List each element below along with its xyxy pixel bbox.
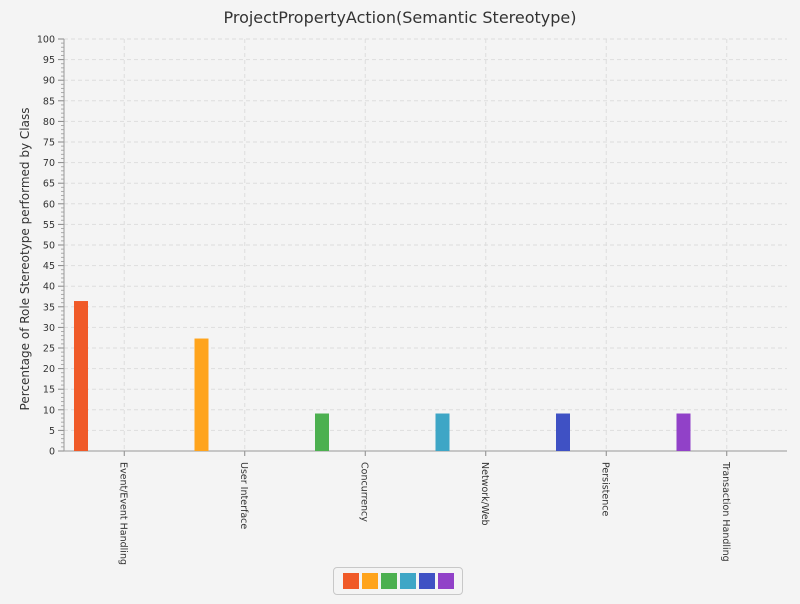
bar xyxy=(194,338,209,451)
y-tick-label: 25 xyxy=(43,344,55,355)
x-tick-label: Event/Event Handling xyxy=(117,462,128,565)
x-tick-labels: Event/Event Handling User Interface Concur… xyxy=(117,461,731,565)
legend-swatch xyxy=(418,573,435,589)
y-tick-label: 95 xyxy=(43,55,55,66)
bar xyxy=(676,413,691,451)
legend-swatch xyxy=(361,573,378,589)
y-tick-label: 15 xyxy=(43,385,55,396)
y-tick-label: 0 xyxy=(49,447,55,458)
y-tick-label: 5 xyxy=(49,426,55,437)
y-tick-label: 55 xyxy=(43,220,55,231)
x-tick-label: Concurrency xyxy=(358,462,369,522)
y-tick-label: 80 xyxy=(43,117,55,128)
y-tick-label: 60 xyxy=(43,199,55,210)
legend-swatch xyxy=(437,573,454,589)
y-tick-label: 20 xyxy=(43,364,55,375)
gridlines xyxy=(64,38,787,451)
chart-title: ProjectPropertyAction(Semantic Stereotyp… xyxy=(223,8,576,27)
bars xyxy=(74,301,691,451)
legend-swatch xyxy=(342,573,359,589)
axes: 0 5 10 15 20 25 30 35 40 45 50 55 60 65 70 75 80 85 90 95 10… xyxy=(37,35,787,458)
y-tick-label: 50 xyxy=(43,241,55,252)
x-tick-label: Transaction Handling xyxy=(720,461,731,562)
bar xyxy=(435,413,450,451)
x-tick-label: User Interface xyxy=(238,462,249,529)
legend-swatch xyxy=(380,573,397,589)
y-axis-label: Percentage of Role Stereotype performed … xyxy=(18,108,32,411)
bar xyxy=(556,413,570,451)
x-tick-label: Network/Web xyxy=(479,462,490,526)
y-tick-label: 90 xyxy=(43,76,55,87)
y-tick-label: 85 xyxy=(43,96,55,107)
bar xyxy=(74,301,88,451)
y-tick-label: 40 xyxy=(43,282,55,293)
y-tick-label: 100 xyxy=(37,35,55,46)
y-tick-label: 70 xyxy=(43,158,55,169)
y-tick-label: 30 xyxy=(43,323,55,334)
y-tick-label: 75 xyxy=(43,138,55,149)
legend xyxy=(333,567,463,595)
y-tick-label: 65 xyxy=(43,179,55,190)
legend-swatch xyxy=(399,573,416,589)
y-tick-label: 45 xyxy=(43,261,55,272)
y-tick-label: 35 xyxy=(43,302,55,313)
y-tick-label: 10 xyxy=(43,405,55,416)
x-tick-label: Persistence xyxy=(599,462,610,516)
bar xyxy=(315,413,329,451)
